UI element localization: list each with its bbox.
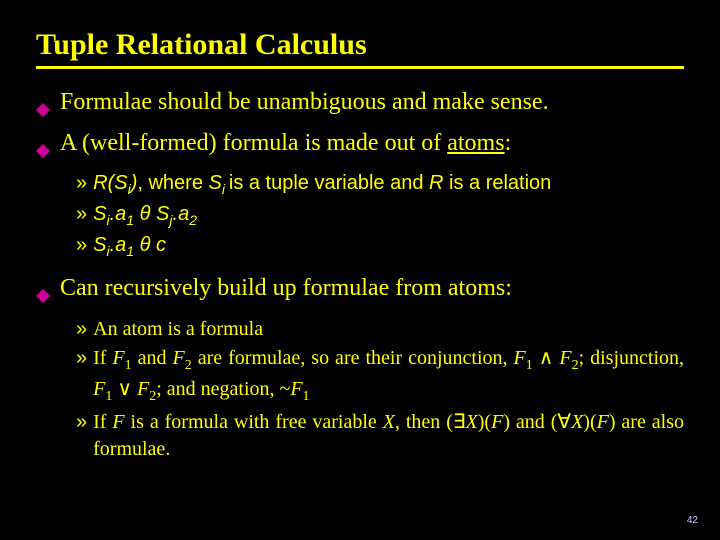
text-fragment: ; disjunction, [579, 347, 684, 369]
text-fragment: ; and negation, ~ [156, 378, 290, 400]
var: F [137, 378, 149, 400]
text-fragment: A (well-formed) formula is made out of [60, 130, 447, 156]
diamond-bullet-icon [36, 95, 50, 126]
text-fragment: and [132, 347, 173, 369]
subscript: 2 [185, 358, 192, 373]
var: F [559, 347, 571, 369]
sub-item: » R(Si), where Si is a tuple variable an… [76, 170, 684, 199]
sub-item: » If F1 and F2 are formulae, so are thei… [76, 345, 684, 407]
or-symbol: ∨ [112, 378, 137, 400]
chevron-icon: » [76, 232, 87, 259]
var: X [466, 411, 478, 433]
var: F [173, 347, 185, 369]
sub-list: » An atom is a formula » If F1 and F2 ar… [76, 316, 684, 463]
text-fragment: is a tuple variable and [229, 172, 429, 194]
sub-item: » Si.a1 θ Sj.a2 [76, 201, 684, 230]
chevron-icon: » [76, 316, 87, 343]
code-fragment: .a [173, 203, 190, 225]
slide-title: Tuple Relational Calculus [36, 28, 684, 69]
subscript: 2 [189, 212, 197, 228]
chevron-icon: » [76, 170, 87, 197]
sub-text: If F1 and F2 are formulae, so are their … [93, 345, 684, 407]
var: F [597, 411, 609, 433]
subscript: 2 [572, 358, 579, 373]
code-fragment: R(S [93, 172, 127, 194]
bullet-item: Formulae should be unambiguous and make … [36, 87, 684, 126]
text-fragment: is a relation [443, 172, 551, 194]
text-fragment: If [93, 347, 112, 369]
page-number: 42 [687, 515, 698, 526]
text-fragment: , where [137, 172, 208, 194]
subscript: 1 [125, 358, 132, 373]
sub-text: An atom is a formula [93, 316, 684, 343]
sub-text: If F is a formula with free variable X, … [93, 409, 684, 463]
theta-symbol: θ [134, 234, 156, 256]
code-fragment: S [209, 172, 222, 194]
sub-text: Si.a1 θ Sj.a2 [93, 201, 684, 230]
sub-text: Si.a1 θ c [93, 232, 684, 261]
subscript: 1 [526, 358, 533, 373]
code-fragment: c [156, 234, 166, 256]
code-fragment: .a [110, 234, 127, 256]
subscript: 1 [126, 212, 134, 228]
chevron-icon: » [76, 201, 87, 228]
var: F [514, 347, 526, 369]
text-fragment: ) and (∀ [503, 411, 571, 433]
sub-item: » An atom is a formula [76, 316, 684, 343]
bullet-item: A (well-formed) formula is made out of a… [36, 128, 684, 167]
diamond-bullet-icon [36, 136, 50, 167]
var: F [93, 378, 105, 400]
chevron-icon: » [76, 345, 87, 372]
code-fragment: R [429, 172, 443, 194]
var: F [112, 347, 124, 369]
bullet-text: A (well-formed) formula is made out of a… [60, 128, 684, 159]
sub-text: R(Si), where Si is a tuple variable and … [93, 170, 684, 199]
sub-item: » Si.a1 θ c [76, 232, 684, 261]
text-fragment: )( [478, 411, 491, 433]
code-fragment: S [93, 234, 106, 256]
var: X [571, 411, 583, 433]
var: X [383, 411, 395, 433]
bullet-text: Formulae should be unambiguous and make … [60, 87, 684, 118]
subscript: 1 [126, 243, 134, 259]
code-fragment: S [156, 203, 169, 225]
chevron-icon: » [76, 409, 87, 436]
sub-list: » R(Si), where Si is a tuple variable an… [76, 170, 684, 261]
text-fragment: )( [583, 411, 596, 433]
text-fragment: are formulae, so are their conjunction, [192, 347, 514, 369]
diamond-bullet-icon [36, 281, 50, 312]
var: F [112, 411, 124, 433]
bullet-text: Can recursively build up formulae from a… [60, 273, 684, 304]
subscript: 1 [303, 389, 310, 404]
text-fragment: , then (∃ [395, 411, 466, 433]
text-fragment: If [93, 411, 112, 433]
bullet-item: Can recursively build up formulae from a… [36, 273, 684, 312]
and-symbol: ∧ [533, 347, 560, 369]
text-fragment: is a formula with free variable [125, 411, 383, 433]
text-fragment: : [505, 130, 512, 156]
theta-symbol: θ [134, 203, 156, 225]
subscript: i [222, 181, 229, 197]
code-fragment: S [93, 203, 106, 225]
text-underline: atoms [447, 130, 504, 156]
code-fragment: .a [110, 203, 127, 225]
sub-item: » If F is a formula with free variable X… [76, 409, 684, 463]
var: F [290, 378, 302, 400]
var: F [491, 411, 503, 433]
